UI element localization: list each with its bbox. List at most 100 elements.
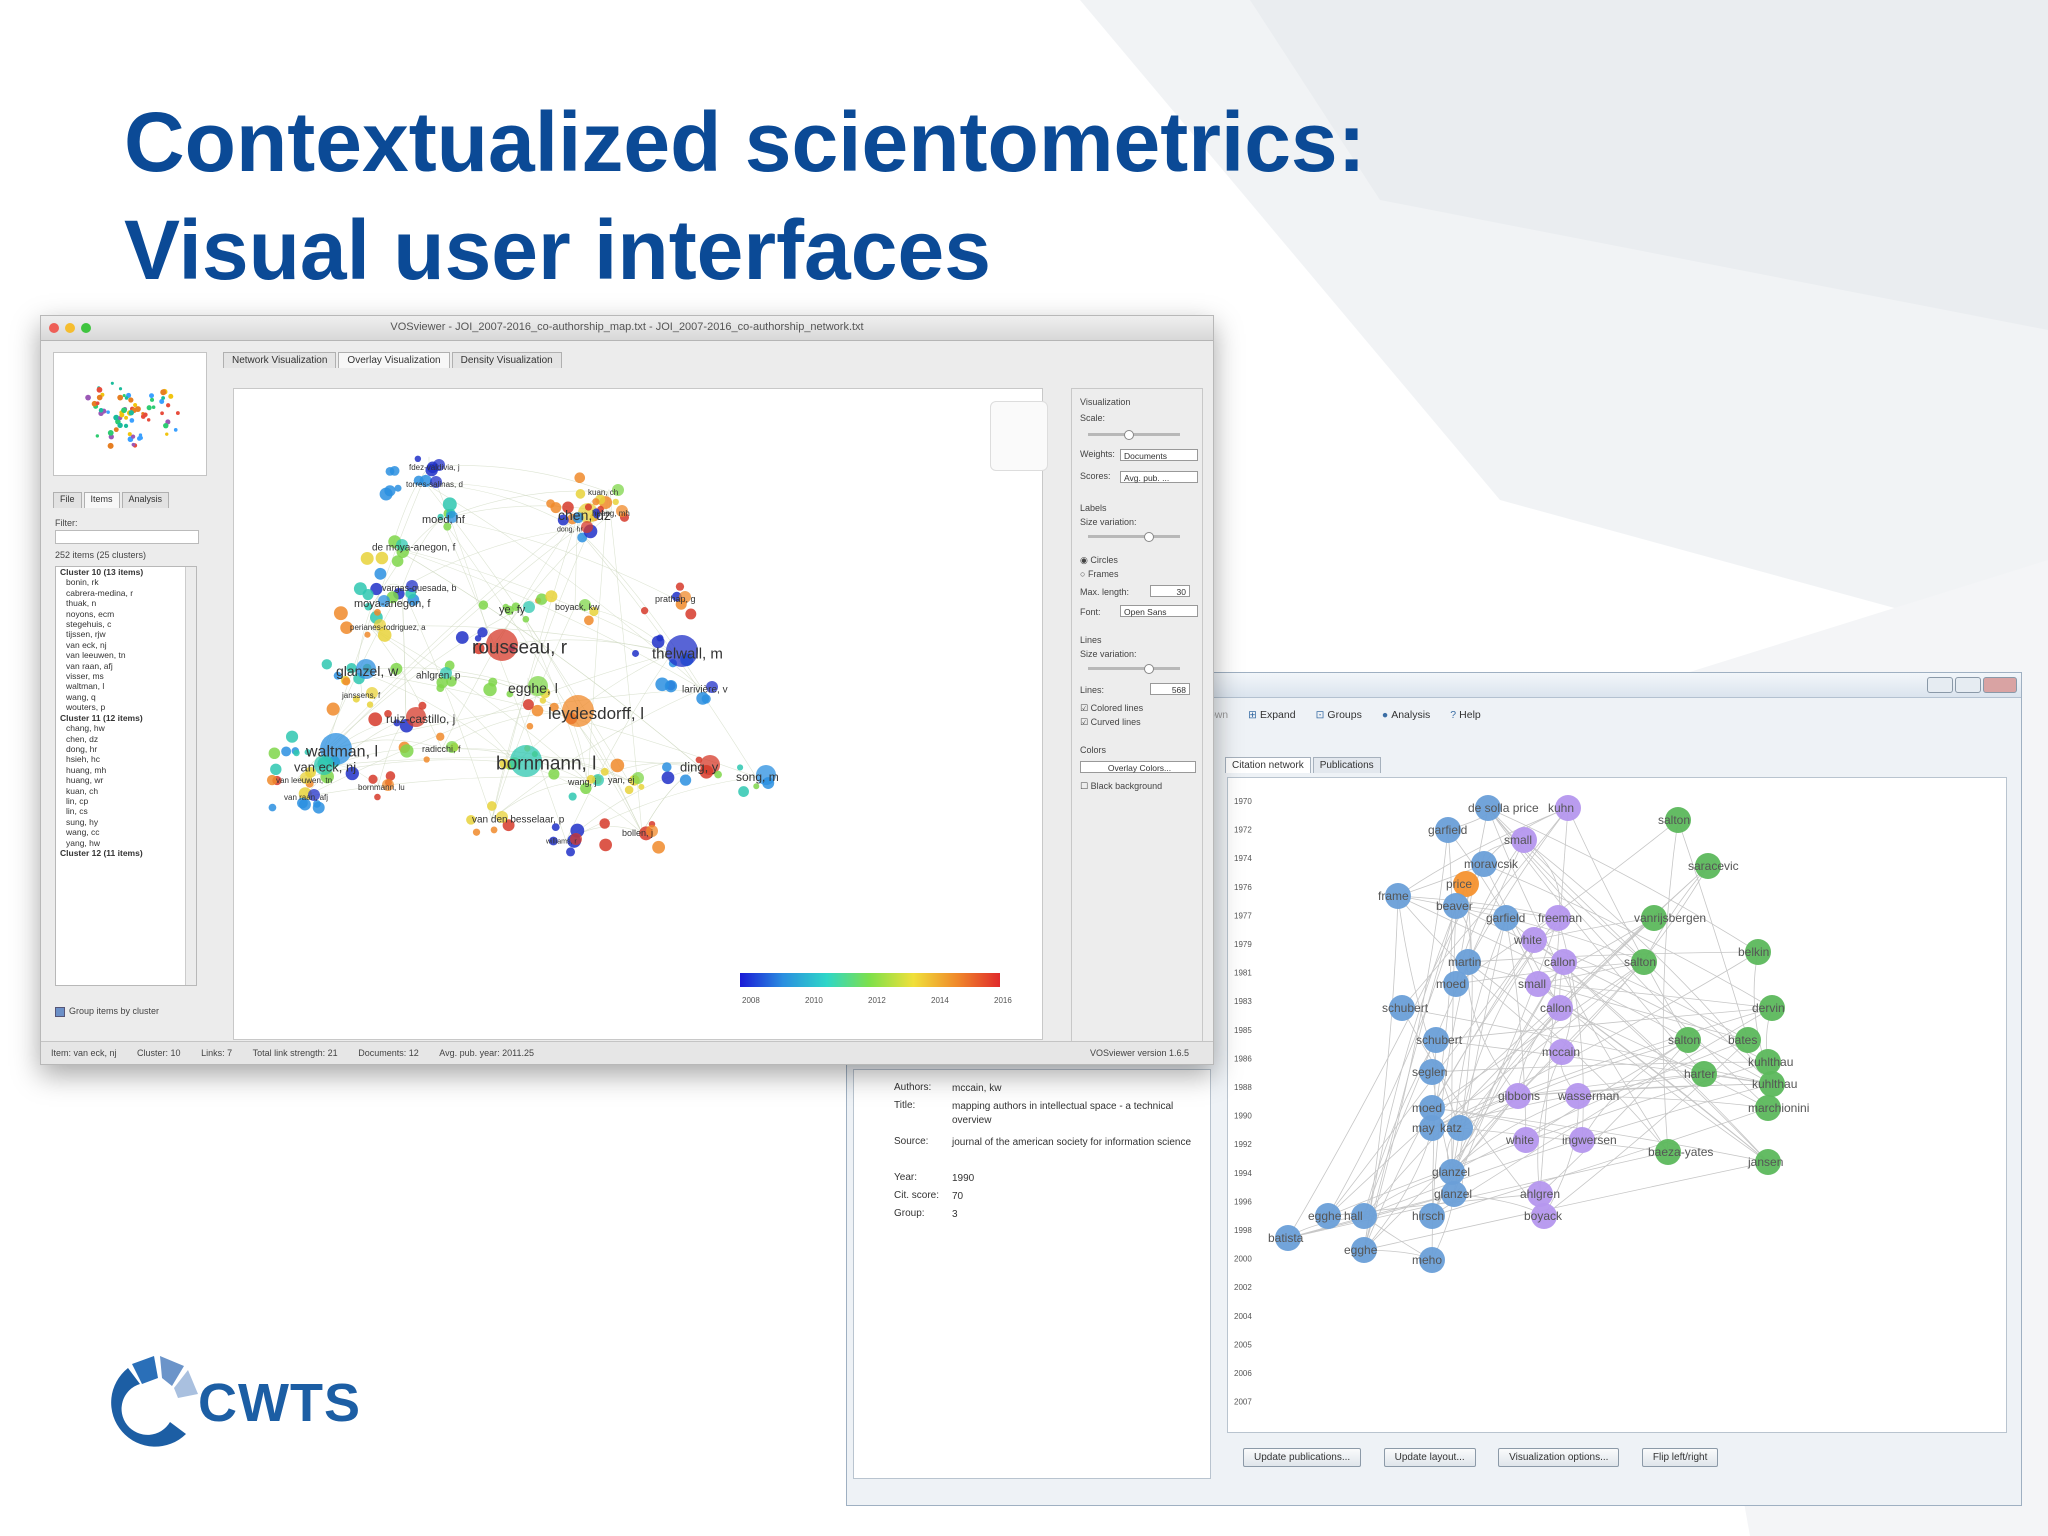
map-label[interactable]: ahlgren, p <box>416 671 461 682</box>
map-node[interactable] <box>499 758 510 769</box>
map-node-main[interactable] <box>528 676 548 696</box>
citation-node-label[interactable]: hirsch <box>1412 1209 1444 1223</box>
citation-node[interactable] <box>1351 1203 1377 1229</box>
citation-node-label[interactable]: de solla price <box>1468 801 1539 815</box>
close-button[interactable] <box>1983 677 2017 693</box>
citation-node[interactable] <box>1569 1127 1595 1153</box>
map-node-main[interactable] <box>523 601 535 613</box>
map-node[interactable] <box>342 677 351 686</box>
map-node-main[interactable] <box>440 667 452 679</box>
cluster-item[interactable]: van raan, afj <box>66 660 113 671</box>
citation-node-label[interactable]: wasserman <box>1557 1089 1619 1103</box>
map-node[interactable] <box>281 746 292 757</box>
cluster-item[interactable]: lin, cp <box>66 795 89 806</box>
citation-node-label[interactable]: vanrijsbergen <box>1634 911 1706 925</box>
citation-node[interactable] <box>1549 1039 1575 1065</box>
map-node[interactable] <box>652 840 666 854</box>
citation-node[interactable] <box>1513 1127 1539 1153</box>
citation-network-graph[interactable]: 1970 1972 1974 1976 1977 1979 1981 1983 1985 1986… <box>1227 777 2007 1433</box>
map-node[interactable] <box>610 758 625 773</box>
map-label[interactable]: perianes-rodriguez, a <box>350 623 426 632</box>
citation-node[interactable] <box>1511 827 1537 853</box>
groups-button[interactable]: ⊡ Groups <box>1316 709 1362 721</box>
map-label[interactable]: radicchi, f <box>422 744 461 754</box>
citation-node[interactable] <box>1525 971 1551 997</box>
map-label[interactable]: van den besselaar, p <box>472 815 565 826</box>
map-label[interactable]: bornmann, lu <box>358 783 405 792</box>
map-node[interactable] <box>586 774 596 784</box>
map-node[interactable] <box>391 555 404 567</box>
cluster-item[interactable]: thuak, n <box>66 598 97 609</box>
citation-node[interactable] <box>1691 1061 1717 1087</box>
citation-node[interactable] <box>1447 1115 1473 1141</box>
citation-node[interactable] <box>1641 905 1667 931</box>
map-node[interactable] <box>599 838 613 852</box>
cluster-header[interactable]: Cluster 10 (13 items) <box>60 567 144 577</box>
cluster-item[interactable]: cabrera-medina, r <box>66 587 134 598</box>
cluster-item[interactable]: chang, hw <box>66 723 105 734</box>
citation-node[interactable] <box>1759 1071 1785 1097</box>
citation-node-label[interactable]: salton <box>1658 813 1690 827</box>
map-node[interactable] <box>584 503 592 511</box>
map-label[interactable]: williams, r <box>545 838 577 845</box>
map-label[interactable]: bornmann, l <box>496 754 596 775</box>
map-node[interactable] <box>584 615 594 626</box>
map-node[interactable] <box>423 756 430 763</box>
map-node[interactable] <box>736 764 744 771</box>
map-node[interactable] <box>466 814 476 825</box>
map-label[interactable]: torres-salinas, d <box>406 480 463 489</box>
scores-select[interactable]: Avg. pub. ... <box>1120 471 1198 483</box>
citation-node[interactable] <box>1631 949 1657 975</box>
map-node[interactable] <box>377 628 392 642</box>
citation-node-label[interactable]: egghe <box>1344 1243 1378 1257</box>
tab-publications[interactable]: Publications <box>1312 757 1381 773</box>
lines-size-slider[interactable] <box>1088 664 1180 674</box>
citation-node-label[interactable]: kuhn <box>1548 801 1574 815</box>
lines-size-slider-knob[interactable] <box>1144 664 1154 674</box>
tab-citation-network[interactable]: Citation network <box>1225 757 1311 773</box>
map-node[interactable] <box>557 514 569 526</box>
map-node-main[interactable] <box>612 484 624 496</box>
map-node[interactable] <box>568 792 577 801</box>
cluster-item[interactable]: van leeuwen, tn <box>66 650 126 661</box>
map-node-main[interactable] <box>430 476 442 488</box>
map-node-main[interactable] <box>378 595 390 607</box>
citation-node[interactable] <box>1655 1139 1681 1165</box>
colored-lines-checkbox[interactable]: ☑ Colored lines <box>1080 703 1144 713</box>
citation-node-label[interactable]: price <box>1446 877 1472 891</box>
map-node[interactable] <box>321 659 332 670</box>
map-label[interactable]: egghe, l <box>508 680 558 696</box>
map-node[interactable] <box>455 631 469 644</box>
map-node[interactable] <box>390 662 403 675</box>
citation-node[interactable] <box>1389 995 1415 1021</box>
map-node[interactable] <box>580 782 592 794</box>
citation-node-label[interactable]: schubert <box>1416 1033 1463 1047</box>
map-node[interactable] <box>549 836 558 846</box>
map-node-main[interactable] <box>666 635 698 667</box>
map-node[interactable] <box>304 749 311 756</box>
map-node-main[interactable] <box>366 687 378 699</box>
citation-node-label[interactable]: garfield <box>1486 911 1525 925</box>
citation-node-label[interactable]: kuhlthau <box>1748 1055 1793 1069</box>
citation-node-label[interactable]: baeza-yates <box>1648 1145 1713 1159</box>
map-node[interactable] <box>753 783 760 790</box>
map-node-main[interactable] <box>562 695 594 727</box>
update-publications-button[interactable]: Update publications... <box>1243 1448 1362 1467</box>
map-node[interactable] <box>599 818 610 829</box>
citation-node[interactable] <box>1419 1203 1445 1229</box>
map-node[interactable] <box>385 771 396 781</box>
map-node[interactable] <box>333 671 342 680</box>
map-label[interactable]: wang, j <box>567 777 597 787</box>
update-layout-button[interactable]: Update layout... <box>1383 1448 1476 1467</box>
citation-node-label[interactable]: meho <box>1412 1253 1442 1267</box>
map-node-main[interactable] <box>406 707 426 727</box>
analysis-button[interactable]: ● Analysis <box>1382 709 1430 721</box>
citation-node-label[interactable]: martin <box>1448 955 1481 969</box>
map-node[interactable] <box>268 803 277 812</box>
citation-node-label[interactable]: frame <box>1378 889 1409 903</box>
cluster-item[interactable]: wang, q <box>66 691 96 702</box>
map-node[interactable] <box>293 749 300 757</box>
cluster-item[interactable]: huang, mh <box>66 764 107 775</box>
citation-node[interactable] <box>1545 905 1571 931</box>
map-node[interactable] <box>504 605 514 616</box>
